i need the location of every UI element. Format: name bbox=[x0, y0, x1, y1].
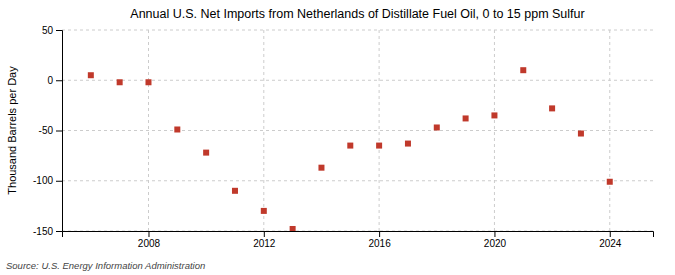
y-tick: -150 bbox=[33, 226, 62, 237]
point bbox=[607, 179, 613, 185]
title: Annual U.S. Net Imports from Netherlands… bbox=[130, 7, 584, 21]
y-tick-label: -50 bbox=[39, 125, 54, 136]
y-tick-mark bbox=[56, 181, 62, 182]
y-axis-title: Thousand Barrels per Day bbox=[6, 66, 18, 195]
x-tick-label: 2008 bbox=[138, 238, 161, 249]
y-tick-label: 0 bbox=[47, 75, 53, 86]
y-tick: 50 bbox=[42, 25, 62, 36]
x-tick-label: 2012 bbox=[253, 238, 276, 249]
point bbox=[318, 165, 324, 171]
x-tick-mark bbox=[610, 231, 611, 237]
x-tick: 2016 bbox=[368, 231, 391, 249]
x-tick: 2020 bbox=[484, 231, 507, 249]
x-axis-line bbox=[63, 232, 654, 238]
y-tick: -50 bbox=[39, 125, 62, 136]
y-tick-label: 50 bbox=[42, 25, 54, 36]
y-tick-label: -150 bbox=[33, 226, 53, 237]
x-tick: 2008 bbox=[138, 231, 161, 249]
y-tick-mark bbox=[56, 80, 62, 81]
y-grid-line bbox=[62, 180, 653, 181]
y-axis-line bbox=[56, 31, 63, 232]
point bbox=[434, 124, 440, 130]
point bbox=[88, 72, 94, 78]
x-grid-line bbox=[263, 30, 264, 231]
chart: 2008 2012 2016 2020 2024 -150 -100 -50 0 50 Annual… bbox=[0, 0, 675, 275]
y-tick-mark bbox=[56, 30, 62, 31]
points bbox=[88, 67, 613, 231]
y-axis: -150 -100 -50 0 50 bbox=[33, 25, 63, 237]
y-tick-mark bbox=[56, 231, 62, 232]
point bbox=[347, 143, 353, 149]
point bbox=[578, 131, 584, 137]
point bbox=[290, 226, 296, 231]
x-tick-label: 2020 bbox=[484, 238, 507, 249]
x-grid-line bbox=[609, 30, 610, 231]
x-tick-mark bbox=[264, 231, 265, 237]
y-tick-label: -100 bbox=[33, 175, 53, 186]
x-tick-mark bbox=[379, 231, 380, 237]
x-tick: 2024 bbox=[599, 231, 622, 249]
annotation: Source: U.S. Energy Information Administ… bbox=[6, 260, 205, 271]
point bbox=[520, 67, 526, 73]
point bbox=[203, 150, 209, 156]
x-tick-mark bbox=[494, 231, 495, 237]
point bbox=[405, 141, 411, 147]
point bbox=[463, 115, 469, 121]
x-tick-label: 2024 bbox=[599, 238, 622, 249]
y-grid-line bbox=[62, 130, 653, 131]
x-grid-line bbox=[494, 30, 495, 231]
chart-container: 2008 2012 2016 2020 2024 -150 -100 -50 0 50 Annual… bbox=[0, 0, 675, 275]
point bbox=[491, 112, 497, 118]
point bbox=[117, 79, 123, 85]
y-tick-mark bbox=[56, 131, 62, 132]
x-grid-line bbox=[148, 30, 149, 231]
point bbox=[261, 208, 267, 214]
x-tick: 2012 bbox=[253, 231, 276, 249]
x-tick-mark bbox=[148, 231, 149, 237]
point bbox=[376, 143, 382, 149]
grid bbox=[62, 30, 653, 231]
point bbox=[174, 126, 180, 132]
x-axis: 2008 2012 2016 2020 2024 bbox=[63, 231, 654, 249]
y-grid-line bbox=[62, 30, 653, 31]
point bbox=[145, 79, 151, 85]
point bbox=[549, 105, 555, 111]
point bbox=[232, 188, 238, 194]
x-tick-label: 2016 bbox=[368, 238, 391, 249]
y-tick: 0 bbox=[47, 75, 62, 86]
x-grid-line bbox=[379, 30, 380, 231]
y-tick: -100 bbox=[33, 175, 62, 186]
